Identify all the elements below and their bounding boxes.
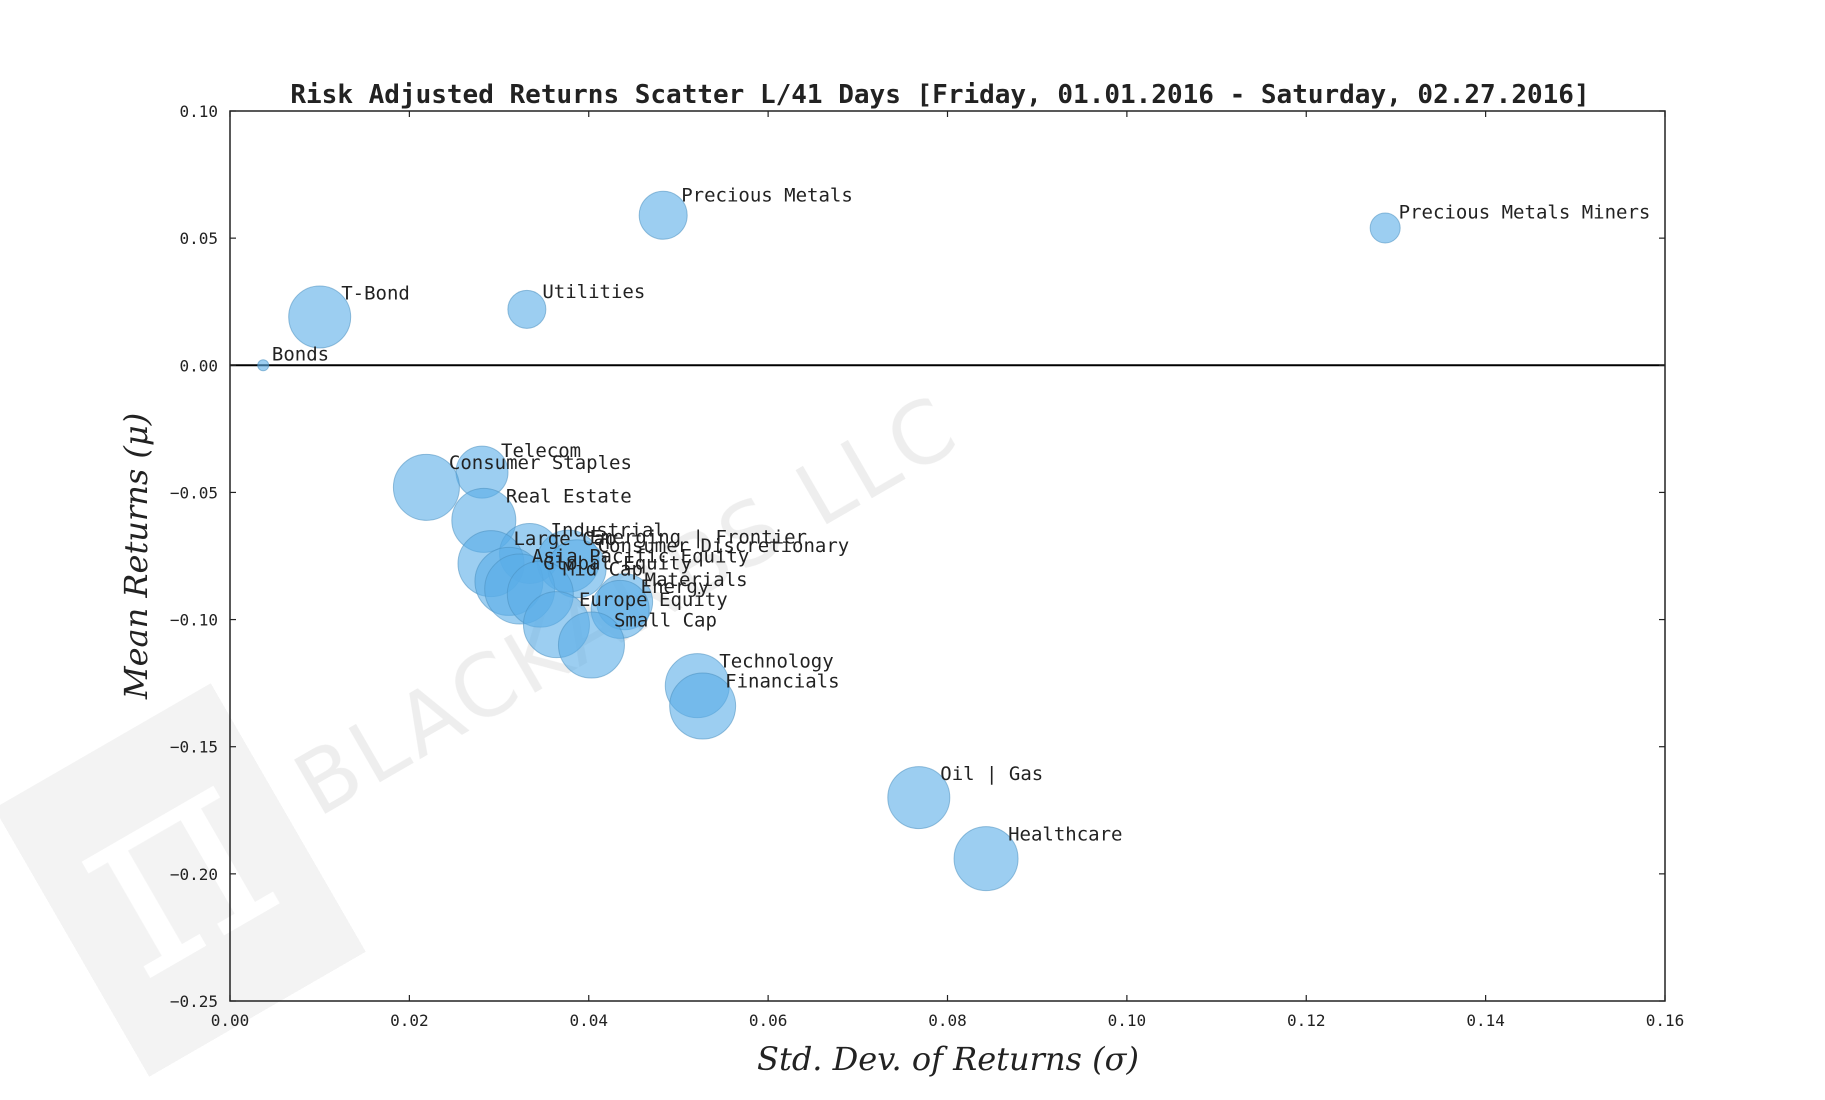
point-label: Large Cap [513, 528, 616, 550]
point-label: Healthcare [1008, 824, 1122, 846]
x-tick-label: 0.02 [390, 1011, 429, 1030]
data-point [557, 611, 625, 679]
point-label: Consumer Discretionary [598, 535, 850, 557]
data-point [669, 672, 737, 740]
x-tick-label: 0.12 [1287, 1011, 1326, 1030]
data-point [887, 766, 951, 830]
point-labels: Precious Metals Precious Metals Miners Uti… [272, 184, 1650, 845]
x-ticks: 0.00 0.02 0.04 0.06 0.08 0.10 0.12 0.14 0.16 [211, 111, 1685, 1030]
data-point [507, 289, 547, 329]
x-tick-label: 0.16 [1646, 1011, 1685, 1030]
x-tick-label: 0.08 [928, 1011, 967, 1030]
point-label: Technology [719, 651, 833, 673]
point-label: Real Estate [506, 485, 632, 507]
y-ticks: 0.10 0.05 0.00 −0.05 −0.10 −0.15 −0.20 −0.25 [170, 102, 1665, 1011]
x-tick-label: 0.10 [1108, 1011, 1147, 1030]
x-tick-label: 0.14 [1466, 1011, 1505, 1030]
y-tick-label: −0.10 [170, 611, 218, 630]
data-point [638, 190, 688, 240]
point-label: Asia Pacific Equity [532, 545, 749, 567]
point-label: Materials [645, 569, 748, 591]
point-label: Consumer Staples [449, 452, 632, 474]
data-point [257, 359, 270, 372]
point-label: Industrial [551, 519, 665, 541]
point-label: Precious Metals [681, 184, 853, 206]
point-label: Energy [641, 576, 710, 598]
y-tick-label: −0.20 [170, 865, 218, 884]
point-label: Mid Cap [563, 559, 643, 581]
point-label: Financials [725, 671, 839, 693]
data-points [257, 190, 1401, 892]
y-tick-label: −0.15 [170, 738, 218, 757]
point-label: Small Cap [614, 610, 717, 632]
point-label: Utilities [542, 281, 645, 303]
data-point [392, 453, 460, 521]
watermark-logo [0, 683, 366, 1077]
y-axis-title: Mean Returns (μ) [117, 413, 155, 700]
point-label: Telecom [501, 440, 581, 462]
point-label: Oil | Gas [940, 763, 1043, 785]
data-point [953, 826, 1019, 892]
y-tick-label: 0.00 [179, 356, 218, 375]
y-tick-label: 0.10 [179, 102, 218, 121]
y-tick-label: −0.05 [170, 483, 218, 502]
plot-frame [229, 110, 1666, 1002]
point-label: T-Bond [341, 282, 410, 304]
x-tick-label: 0.04 [569, 1011, 608, 1030]
data-point [1369, 212, 1401, 244]
point-label: Precious Metals Miners [1399, 201, 1651, 223]
x-tick-label: 0.00 [211, 1011, 250, 1030]
point-label: Global Equity [543, 553, 692, 575]
x-axis-title: Std. Dev. of Returns (σ) [757, 1040, 1139, 1078]
x-tick-label: 0.06 [749, 1011, 788, 1030]
point-label: Bonds [272, 344, 329, 366]
point-label: Europe Equity [579, 589, 728, 611]
y-tick-label: −0.25 [170, 992, 218, 1011]
y-tick-label: 0.05 [179, 229, 218, 248]
chart-title: Risk Adjusted Returns Scatter L/41 Days … [290, 80, 1589, 110]
point-label: Emerging | Frontier [590, 527, 807, 549]
data-point [288, 285, 352, 349]
